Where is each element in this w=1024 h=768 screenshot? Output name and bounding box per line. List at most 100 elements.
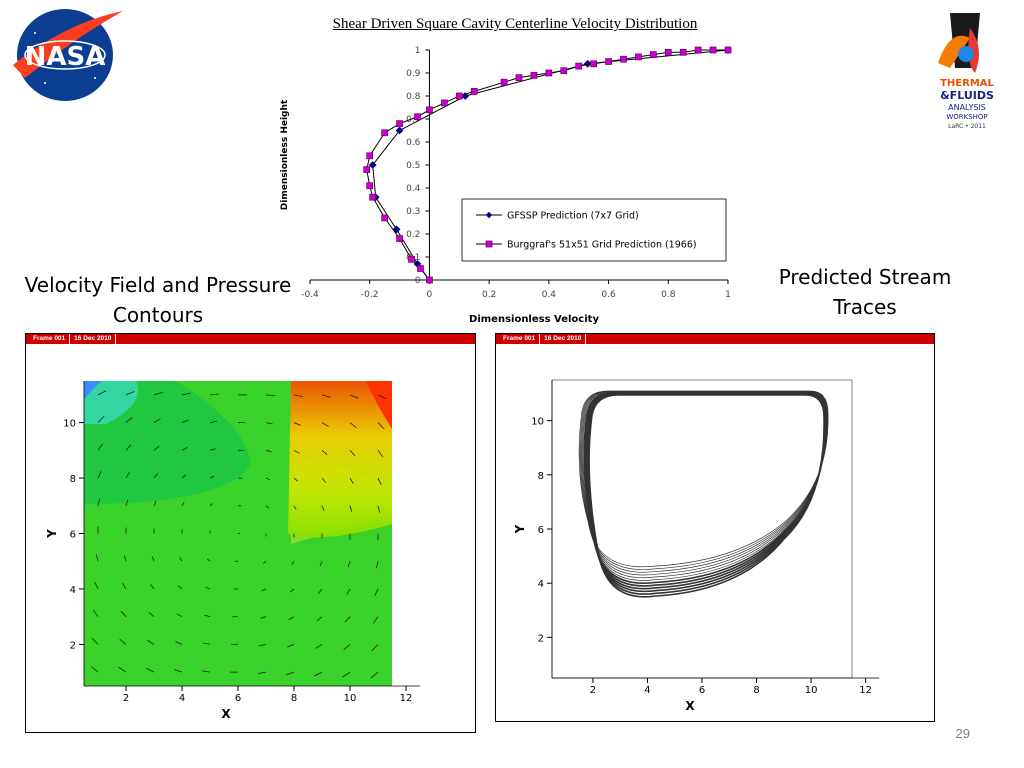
data-point bbox=[363, 166, 371, 173]
data-point bbox=[575, 62, 583, 70]
data-point bbox=[635, 53, 642, 61]
frame-label: Frame 001 bbox=[499, 334, 541, 344]
velocity-vector bbox=[120, 610, 127, 617]
velocity-vector bbox=[150, 584, 155, 590]
velocity-vector bbox=[147, 640, 155, 645]
velocity-vector bbox=[181, 501, 185, 506]
y-tick-label: 4 bbox=[70, 585, 76, 596]
data-point bbox=[664, 48, 672, 56]
stream-axes: 2 4 6 8 10 12 2 4 6 8 10 X Y bbox=[513, 380, 880, 713]
data-point bbox=[408, 255, 415, 263]
x-tick-label: 12 bbox=[859, 685, 872, 696]
x-tick-label: 4 bbox=[179, 693, 185, 704]
velocity-vector bbox=[265, 505, 269, 509]
data-point bbox=[515, 74, 523, 81]
data-point bbox=[530, 71, 538, 79]
frame-date: 16 Dec 2010 bbox=[540, 334, 587, 344]
y-tick-label: 10 bbox=[531, 417, 544, 428]
velocity-vector bbox=[285, 671, 295, 676]
velocity-vector bbox=[209, 448, 216, 451]
stream-trace bbox=[588, 394, 825, 598]
x-tick-label: 0.8 bbox=[661, 290, 676, 300]
velocity-vector bbox=[261, 588, 267, 592]
velocity-vector bbox=[151, 556, 155, 562]
svg-text:WORKSHOP: WORKSHOP bbox=[946, 113, 987, 121]
velocity-vector bbox=[153, 391, 163, 396]
data-point bbox=[366, 182, 374, 190]
y-axis-label: Y bbox=[45, 529, 59, 539]
velocity-vector bbox=[148, 612, 155, 617]
velocity-vector bbox=[321, 450, 328, 455]
stream-trace-lines bbox=[578, 390, 829, 598]
x-tick-label: 0.6 bbox=[601, 290, 616, 300]
velocity-vector bbox=[181, 392, 191, 396]
chart-axes: -0.4-0.200.20.40.60.8100.10.20.30.40.50.… bbox=[280, 46, 731, 325]
x-tick-label: -0.2 bbox=[361, 290, 379, 300]
velocity-vector bbox=[119, 638, 127, 645]
data-point bbox=[605, 58, 612, 65]
velocity-vector bbox=[125, 472, 130, 479]
x-tick-label: 2 bbox=[590, 685, 596, 696]
velocity-vector bbox=[349, 422, 357, 429]
velocity-vector bbox=[125, 499, 129, 506]
velocity-vector bbox=[321, 505, 325, 511]
velocity-vector bbox=[97, 471, 102, 479]
velocity-vector bbox=[293, 505, 297, 510]
x-tick-label: -0.4 bbox=[301, 290, 319, 300]
data-point bbox=[381, 129, 388, 137]
velocity-vector bbox=[344, 616, 351, 623]
stream-trace bbox=[580, 391, 828, 573]
velocity-vector bbox=[97, 415, 105, 423]
y-tick-label: 0.6 bbox=[406, 138, 421, 148]
velocity-vector bbox=[375, 561, 379, 569]
velocity-vector bbox=[374, 588, 379, 596]
velocity-vector bbox=[349, 505, 353, 512]
frame-label: Frame 001 bbox=[29, 334, 71, 344]
y-tick-label: 0.4 bbox=[406, 184, 421, 194]
velocity-vector bbox=[377, 394, 387, 400]
x-tick-label: 10 bbox=[805, 685, 818, 696]
velocity-vector bbox=[315, 644, 323, 649]
velocity-vector bbox=[153, 418, 161, 423]
velocity-vector bbox=[291, 561, 295, 566]
velocity-vector bbox=[207, 558, 211, 562]
velocity-vector bbox=[209, 503, 213, 507]
velocity-vector bbox=[181, 446, 188, 451]
y-tick-label: 0.5 bbox=[406, 161, 420, 171]
data-point bbox=[395, 126, 404, 135]
x-axis-label: Dimensionless Velocity bbox=[469, 314, 599, 325]
y-tick-label: 0.7 bbox=[406, 115, 420, 125]
legend-label: Burggraf's 51x51 Grid Prediction (1966) bbox=[507, 240, 697, 251]
velocity-vector bbox=[316, 616, 323, 622]
velocity-vector bbox=[377, 422, 385, 430]
velocity-vector bbox=[321, 422, 329, 427]
data-point bbox=[545, 69, 553, 77]
nasa-logo-text: NASA bbox=[25, 42, 106, 72]
contour-upper-right bbox=[288, 381, 392, 538]
velocity-vector bbox=[177, 585, 183, 590]
data-point bbox=[426, 276, 433, 284]
velocity-vector bbox=[201, 670, 211, 673]
velocity-vector bbox=[372, 616, 379, 624]
y-tick-label: 0.2 bbox=[406, 230, 420, 240]
x-tick-label: 6 bbox=[699, 685, 705, 696]
chart-legend: GFSSP Prediction (7x7 Grid) Burggraf's 51… bbox=[461, 198, 727, 262]
data-point bbox=[650, 51, 657, 58]
velocity-vector bbox=[314, 671, 323, 677]
svg-text:ANALYSIS: ANALYSIS bbox=[948, 103, 986, 112]
cavity-boundary bbox=[551, 379, 853, 679]
velocity-field-plot: 2 4 6 8 10 12 2 4 6 8 10 X Y bbox=[45, 381, 420, 721]
y-tick-label: 0 bbox=[415, 276, 421, 286]
velocity-vector bbox=[95, 554, 99, 562]
data-point bbox=[426, 106, 433, 114]
svg-text:THERMAL: THERMAL bbox=[940, 78, 994, 89]
data-point bbox=[694, 46, 702, 54]
nasa-logo: NASA bbox=[13, 9, 123, 101]
data-point bbox=[417, 265, 424, 272]
velocity-vector bbox=[125, 391, 135, 396]
velocity-vector bbox=[209, 420, 217, 423]
velocity-vector bbox=[209, 475, 215, 479]
velocity-vector bbox=[349, 394, 359, 399]
x-tick-label: 0.2 bbox=[482, 290, 496, 300]
velocity-vector bbox=[349, 477, 354, 484]
